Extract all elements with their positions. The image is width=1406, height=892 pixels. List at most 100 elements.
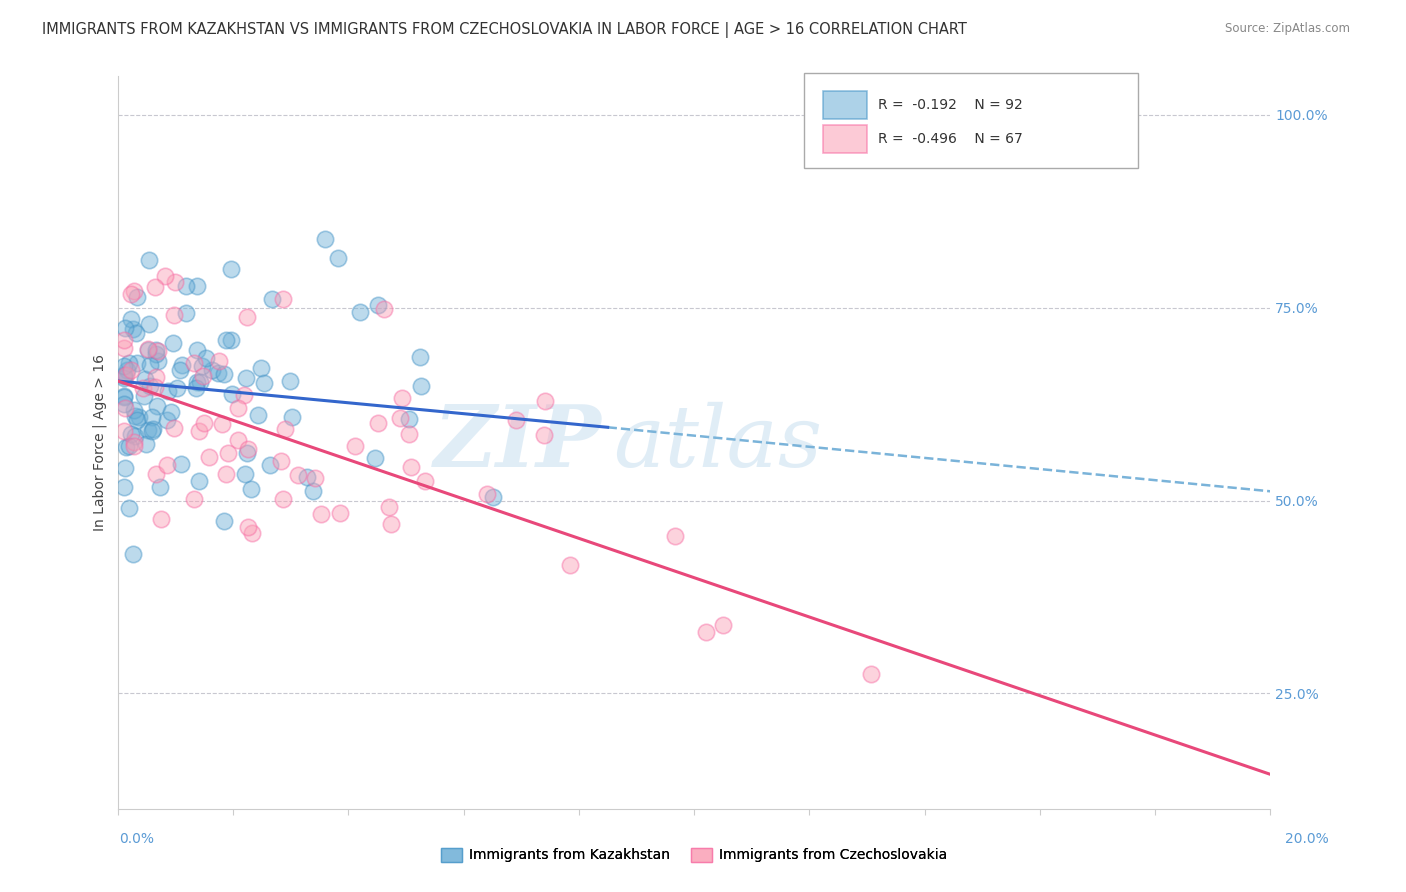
Text: Source: ZipAtlas.com: Source: ZipAtlas.com xyxy=(1225,22,1350,36)
Point xyxy=(215,333,238,347)
Point xyxy=(309,507,332,521)
Point xyxy=(183,492,205,507)
Text: 0.0%: 0.0% xyxy=(120,832,155,846)
Point xyxy=(115,440,138,454)
Point xyxy=(226,434,249,448)
Point xyxy=(238,520,260,534)
Point xyxy=(121,547,143,561)
Point xyxy=(364,450,387,465)
Point xyxy=(112,341,135,355)
Point xyxy=(120,287,142,301)
Point xyxy=(343,439,366,453)
Point xyxy=(112,333,135,347)
Point xyxy=(262,292,284,306)
Text: R =  -0.496    N = 67: R = -0.496 N = 67 xyxy=(879,132,1024,146)
Text: R =  -0.192    N = 92: R = -0.192 N = 92 xyxy=(879,98,1024,112)
Point xyxy=(399,459,422,474)
Point xyxy=(391,391,413,405)
Point xyxy=(143,280,166,294)
Point xyxy=(186,376,208,390)
FancyBboxPatch shape xyxy=(823,91,868,119)
Point xyxy=(121,321,143,335)
Point xyxy=(415,474,437,488)
Point xyxy=(145,370,167,384)
Point xyxy=(149,480,172,494)
Point xyxy=(273,492,295,507)
Point xyxy=(373,301,395,316)
Point xyxy=(112,359,135,374)
Point xyxy=(214,514,236,528)
Point xyxy=(136,342,159,356)
Point xyxy=(183,356,205,370)
Point xyxy=(398,426,420,441)
Text: atlas: atlas xyxy=(613,401,823,484)
Point xyxy=(156,458,179,473)
Point xyxy=(135,437,157,451)
Point xyxy=(301,484,323,499)
Point xyxy=(187,475,209,489)
Point xyxy=(188,376,211,390)
Text: IMMIGRANTS FROM KAZAKHSTAN VS IMMIGRANTS FROM CZECHOSLOVAKIA IN LABOR FORCE | AG: IMMIGRANTS FROM KAZAKHSTAN VS IMMIGRANTS… xyxy=(42,22,967,38)
Point xyxy=(172,359,194,373)
Point xyxy=(259,458,281,472)
Text: 20.0%: 20.0% xyxy=(1285,832,1329,846)
Point xyxy=(112,397,135,411)
Point xyxy=(314,232,336,246)
Point xyxy=(114,461,136,475)
Point xyxy=(170,457,193,471)
Point xyxy=(194,351,217,366)
Point xyxy=(141,410,163,425)
Point xyxy=(377,500,399,514)
FancyBboxPatch shape xyxy=(823,126,868,153)
Y-axis label: In Labor Force | Age > 16: In Labor Force | Age > 16 xyxy=(93,354,107,532)
Point xyxy=(148,343,170,358)
Point xyxy=(156,413,179,427)
Point xyxy=(138,253,160,268)
Point xyxy=(186,343,208,357)
Point xyxy=(367,297,389,311)
Point xyxy=(163,309,186,323)
Point xyxy=(191,359,214,374)
Point xyxy=(211,417,233,432)
Point xyxy=(695,625,717,640)
Point xyxy=(278,374,301,388)
Point xyxy=(481,490,503,504)
Point xyxy=(287,467,309,482)
Point xyxy=(193,416,215,430)
Point xyxy=(124,326,146,341)
Point xyxy=(860,666,883,681)
Point xyxy=(367,416,389,430)
Point xyxy=(409,351,432,365)
Point xyxy=(112,390,135,404)
Point xyxy=(388,411,411,425)
Point xyxy=(120,311,142,326)
Point xyxy=(163,276,186,290)
Legend: Immigrants from Kazakhstan, Immigrants from Czechoslovakia: Immigrants from Kazakhstan, Immigrants f… xyxy=(436,842,952,868)
Point xyxy=(145,343,167,358)
Point xyxy=(112,368,135,382)
Point xyxy=(141,424,163,438)
Point xyxy=(235,467,257,481)
Point xyxy=(184,381,207,395)
Point xyxy=(127,290,149,304)
Point xyxy=(112,368,135,383)
FancyBboxPatch shape xyxy=(804,73,1137,168)
Point xyxy=(118,439,141,453)
Point xyxy=(219,334,242,348)
Point xyxy=(169,363,191,377)
Point xyxy=(114,368,136,382)
Point xyxy=(215,467,238,481)
Point xyxy=(120,426,142,441)
Point xyxy=(711,618,734,632)
Point xyxy=(127,356,149,370)
Point xyxy=(115,363,138,377)
Point xyxy=(112,424,135,438)
Point xyxy=(114,401,136,416)
Point xyxy=(505,413,527,427)
Text: ZIP: ZIP xyxy=(434,401,602,484)
Point xyxy=(139,379,162,393)
Point xyxy=(145,346,167,360)
Point xyxy=(201,363,224,377)
Point xyxy=(380,517,402,532)
Point xyxy=(249,360,271,375)
